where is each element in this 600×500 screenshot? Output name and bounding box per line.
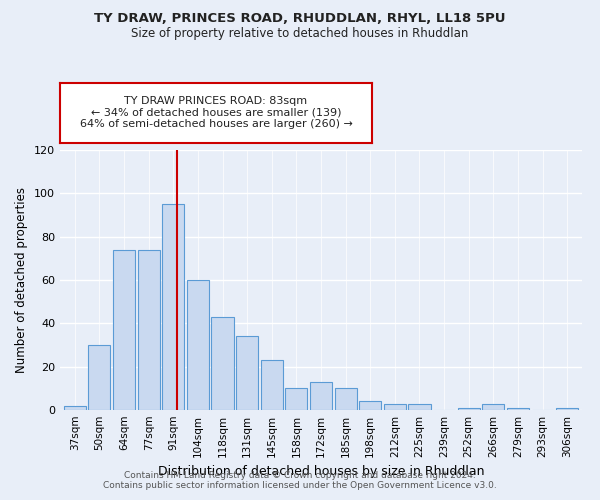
Bar	[162, 204, 184, 410]
Bar	[88, 345, 110, 410]
Bar	[113, 250, 135, 410]
X-axis label: Distribution of detached houses by size in Rhuddlan: Distribution of detached houses by size …	[158, 466, 484, 478]
Bar	[507, 408, 529, 410]
Bar	[211, 317, 233, 410]
Bar	[384, 404, 406, 410]
Bar	[236, 336, 258, 410]
Text: TY DRAW PRINCES ROAD: 83sqm
← 34% of detached houses are smaller (139)
64% of se: TY DRAW PRINCES ROAD: 83sqm ← 34% of det…	[80, 96, 352, 129]
Bar	[137, 250, 160, 410]
Bar	[260, 360, 283, 410]
Text: Contains HM Land Registry data © Crown copyright and database right 2024.
Contai: Contains HM Land Registry data © Crown c…	[103, 470, 497, 490]
Bar	[556, 408, 578, 410]
Bar	[482, 404, 505, 410]
Bar	[359, 402, 382, 410]
Bar	[285, 388, 307, 410]
Bar	[335, 388, 357, 410]
Bar	[187, 280, 209, 410]
Y-axis label: Number of detached properties: Number of detached properties	[16, 187, 28, 373]
Bar	[458, 408, 480, 410]
Bar	[64, 406, 86, 410]
Text: TY DRAW, PRINCES ROAD, RHUDDLAN, RHYL, LL18 5PU: TY DRAW, PRINCES ROAD, RHUDDLAN, RHYL, L…	[94, 12, 506, 26]
Bar	[409, 404, 431, 410]
Bar	[310, 382, 332, 410]
Text: Size of property relative to detached houses in Rhuddlan: Size of property relative to detached ho…	[131, 28, 469, 40]
